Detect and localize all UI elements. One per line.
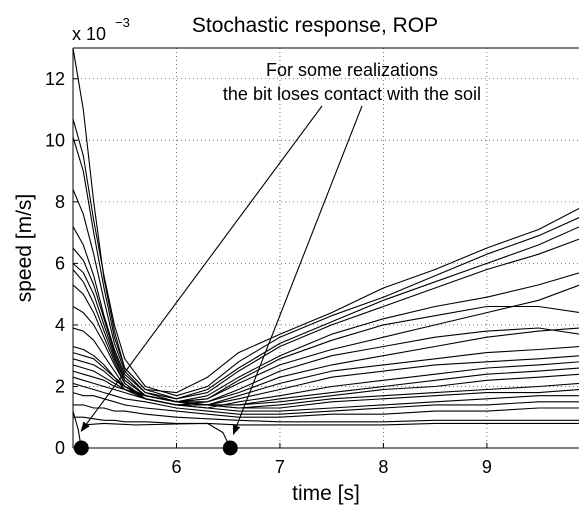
series-line [73, 376, 579, 412]
contact-loss-marker [73, 440, 89, 456]
annotation: For some realizations the bit loses cont… [80, 60, 481, 436]
x-tick-label: 8 [378, 457, 388, 477]
y-axis-label: speed [m/s] [13, 194, 36, 303]
series-line [73, 370, 579, 409]
y-tick-label: 12 [45, 69, 65, 89]
series-line [73, 404, 579, 423]
y-tick-label: 10 [45, 130, 65, 150]
y-exponent: x 10 −3 [72, 15, 130, 44]
series-line [73, 118, 579, 397]
series-line [73, 416, 579, 426]
series-line [73, 137, 579, 400]
axes-frame [72, 47, 579, 449]
x-tick-label: 9 [482, 457, 492, 477]
y-exponent-base: x 10 [72, 24, 106, 44]
series-line [73, 226, 579, 403]
annotation-arrows [80, 105, 363, 436]
x-tick-label: 7 [275, 457, 285, 477]
y-tick-label: 8 [55, 192, 65, 212]
chart-title: Stochastic response, ROP [192, 14, 438, 37]
contact-loss-marker [222, 440, 238, 456]
y-tick-label: 2 [55, 376, 65, 396]
y-tick-label: 0 [55, 438, 65, 458]
y-tick-label: 4 [55, 315, 65, 335]
x-axis-label: time [s] [292, 482, 360, 505]
series-line [73, 48, 579, 394]
series-line [73, 345, 579, 409]
series-line [73, 262, 579, 403]
annotation-line-2: the bit loses contact with the soil [223, 84, 481, 104]
y-tick-label: 6 [55, 253, 65, 273]
series-line [73, 392, 579, 418]
series-line [83, 422, 231, 448]
series-lines [73, 48, 579, 448]
series-line [73, 284, 579, 406]
x-tick-label: 6 [171, 457, 181, 477]
tick-labels: 6 7 8 9 0 2 4 6 8 10 12 [45, 69, 492, 477]
contact-loss-points [73, 440, 238, 456]
annotation-arrow [232, 105, 363, 436]
y-exponent-power: −3 [115, 15, 130, 30]
series-line [73, 382, 579, 415]
series-line [73, 189, 579, 400]
annotation-line-1: For some realizations [266, 60, 438, 80]
annotation-arrow [80, 105, 323, 432]
